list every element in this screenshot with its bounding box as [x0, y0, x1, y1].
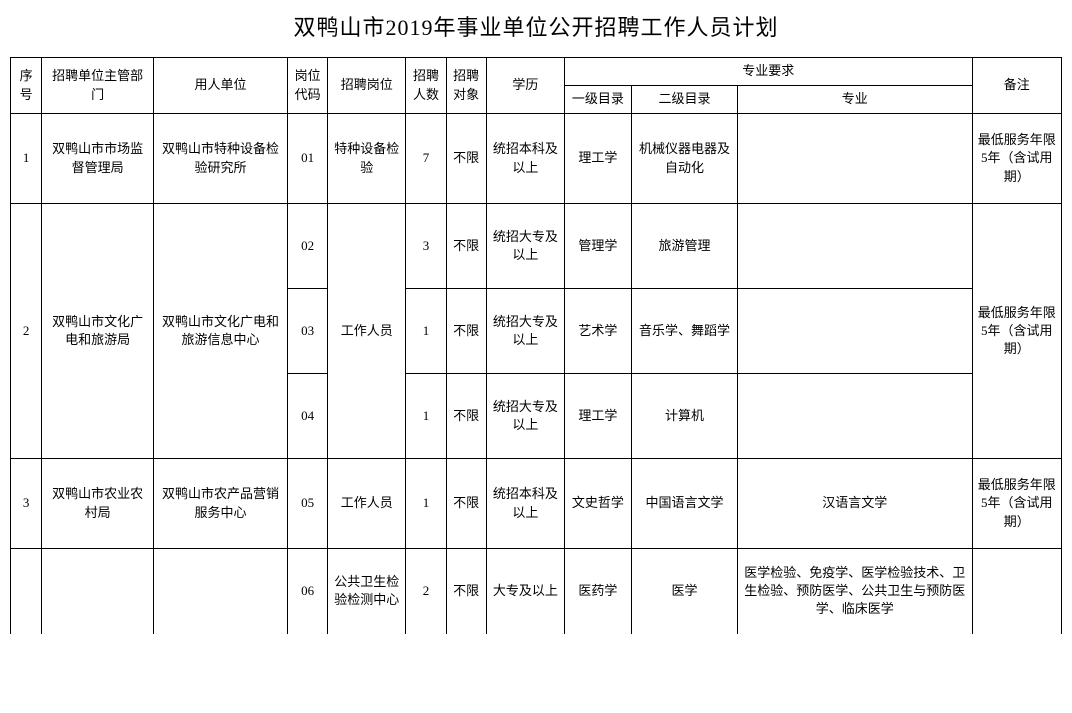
cell-dept	[42, 549, 154, 634]
header-cat2: 二级目录	[631, 86, 737, 114]
cell-note	[972, 549, 1061, 634]
cell-cat1: 艺术学	[564, 289, 631, 374]
cell-major	[738, 114, 973, 204]
cell-num: 1	[406, 374, 446, 459]
cell-cat2: 医学	[631, 549, 737, 634]
cell-code: 05	[287, 459, 327, 549]
table-row: 3 双鸭山市农业农村局 双鸭山市农产品营销服务中心 05 工作人员 1 不限 统…	[11, 459, 1062, 549]
cell-cat2: 旅游管理	[631, 204, 737, 289]
cell-cat2: 机械仪器电器及自动化	[631, 114, 737, 204]
cell-cat2: 音乐学、舞蹈学	[631, 289, 737, 374]
header-code: 岗位代码	[287, 58, 327, 114]
header-req-group: 专业要求	[564, 58, 972, 86]
cell-target: 不限	[446, 374, 486, 459]
cell-edu: 大专及以上	[486, 549, 564, 634]
cell-unit	[153, 549, 287, 634]
cell-note: 最低服务年限5年（含试用期）	[972, 459, 1061, 549]
cell-position: 公共卫生检验检测中心	[328, 549, 406, 634]
cell-dept: 双鸭山市文化广电和旅游局	[42, 204, 154, 459]
cell-num: 1	[406, 289, 446, 374]
header-position: 招聘岗位	[328, 58, 406, 114]
header-num: 招聘人数	[406, 58, 446, 114]
cell-unit: 双鸭山市文化广电和旅游信息中心	[153, 204, 287, 459]
page-title: 双鸭山市2019年事业单位公开招聘工作人员计划	[10, 10, 1062, 42]
cell-num: 1	[406, 459, 446, 549]
cell-position: 工作人员	[328, 204, 406, 459]
cell-major: 汉语言文学	[738, 459, 973, 549]
cell-cat1: 医药学	[564, 549, 631, 634]
cell-code: 01	[287, 114, 327, 204]
cell-note: 最低服务年限5年（含试用期）	[972, 204, 1061, 459]
cell-cat1: 理工学	[564, 374, 631, 459]
cell-cat1: 管理学	[564, 204, 631, 289]
cell-position: 工作人员	[328, 459, 406, 549]
cell-dept: 双鸭山市农业农村局	[42, 459, 154, 549]
cell-target: 不限	[446, 549, 486, 634]
cell-edu: 统招本科及以上	[486, 114, 564, 204]
cell-cat1: 文史哲学	[564, 459, 631, 549]
cell-seq: 2	[11, 204, 42, 459]
table-row: 2 双鸭山市文化广电和旅游局 双鸭山市文化广电和旅游信息中心 02 工作人员 3…	[11, 204, 1062, 289]
cell-position: 特种设备检验	[328, 114, 406, 204]
cell-num: 3	[406, 204, 446, 289]
cell-seq: 3	[11, 459, 42, 549]
cell-major: 医学检验、免疫学、医学检验技术、卫生检验、预防医学、公共卫生与预防医学、临床医学	[738, 549, 973, 634]
cell-num: 7	[406, 114, 446, 204]
cell-cat2: 计算机	[631, 374, 737, 459]
cell-code: 06	[287, 549, 327, 634]
cell-unit: 双鸭山市特种设备检验研究所	[153, 114, 287, 204]
cell-major	[738, 204, 973, 289]
cell-target: 不限	[446, 459, 486, 549]
cell-target: 不限	[446, 114, 486, 204]
cell-code: 02	[287, 204, 327, 289]
cell-unit: 双鸭山市农产品营销服务中心	[153, 459, 287, 549]
cell-seq	[11, 549, 42, 634]
cell-edu: 统招本科及以上	[486, 459, 564, 549]
table-row: 06 公共卫生检验检测中心 2 不限 大专及以上 医药学 医学 医学检验、免疫学…	[11, 549, 1062, 634]
cell-note: 最低服务年限5年（含试用期）	[972, 114, 1061, 204]
cell-num: 2	[406, 549, 446, 634]
cell-seq: 1	[11, 114, 42, 204]
cell-edu: 统招大专及以上	[486, 374, 564, 459]
header-note: 备注	[972, 58, 1061, 114]
header-edu: 学历	[486, 58, 564, 114]
cell-edu: 统招大专及以上	[486, 289, 564, 374]
table-row: 1 双鸭山市市场监督管理局 双鸭山市特种设备检验研究所 01 特种设备检验 7 …	[11, 114, 1062, 204]
cell-dept: 双鸭山市市场监督管理局	[42, 114, 154, 204]
header-target: 招聘对象	[446, 58, 486, 114]
header-cat1: 一级目录	[564, 86, 631, 114]
cell-code: 03	[287, 289, 327, 374]
header-unit: 用人单位	[153, 58, 287, 114]
cell-target: 不限	[446, 289, 486, 374]
cell-target: 不限	[446, 204, 486, 289]
header-dept: 招聘单位主管部门	[42, 58, 154, 114]
header-major: 专业	[738, 86, 973, 114]
cell-cat2: 中国语言文学	[631, 459, 737, 549]
cell-major	[738, 289, 973, 374]
header-seq: 序号	[11, 58, 42, 114]
cell-cat1: 理工学	[564, 114, 631, 204]
recruitment-table: 序号 招聘单位主管部门 用人单位 岗位代码 招聘岗位 招聘人数 招聘对象 学历 …	[10, 57, 1062, 634]
cell-code: 04	[287, 374, 327, 459]
cell-edu: 统招大专及以上	[486, 204, 564, 289]
cell-major	[738, 374, 973, 459]
